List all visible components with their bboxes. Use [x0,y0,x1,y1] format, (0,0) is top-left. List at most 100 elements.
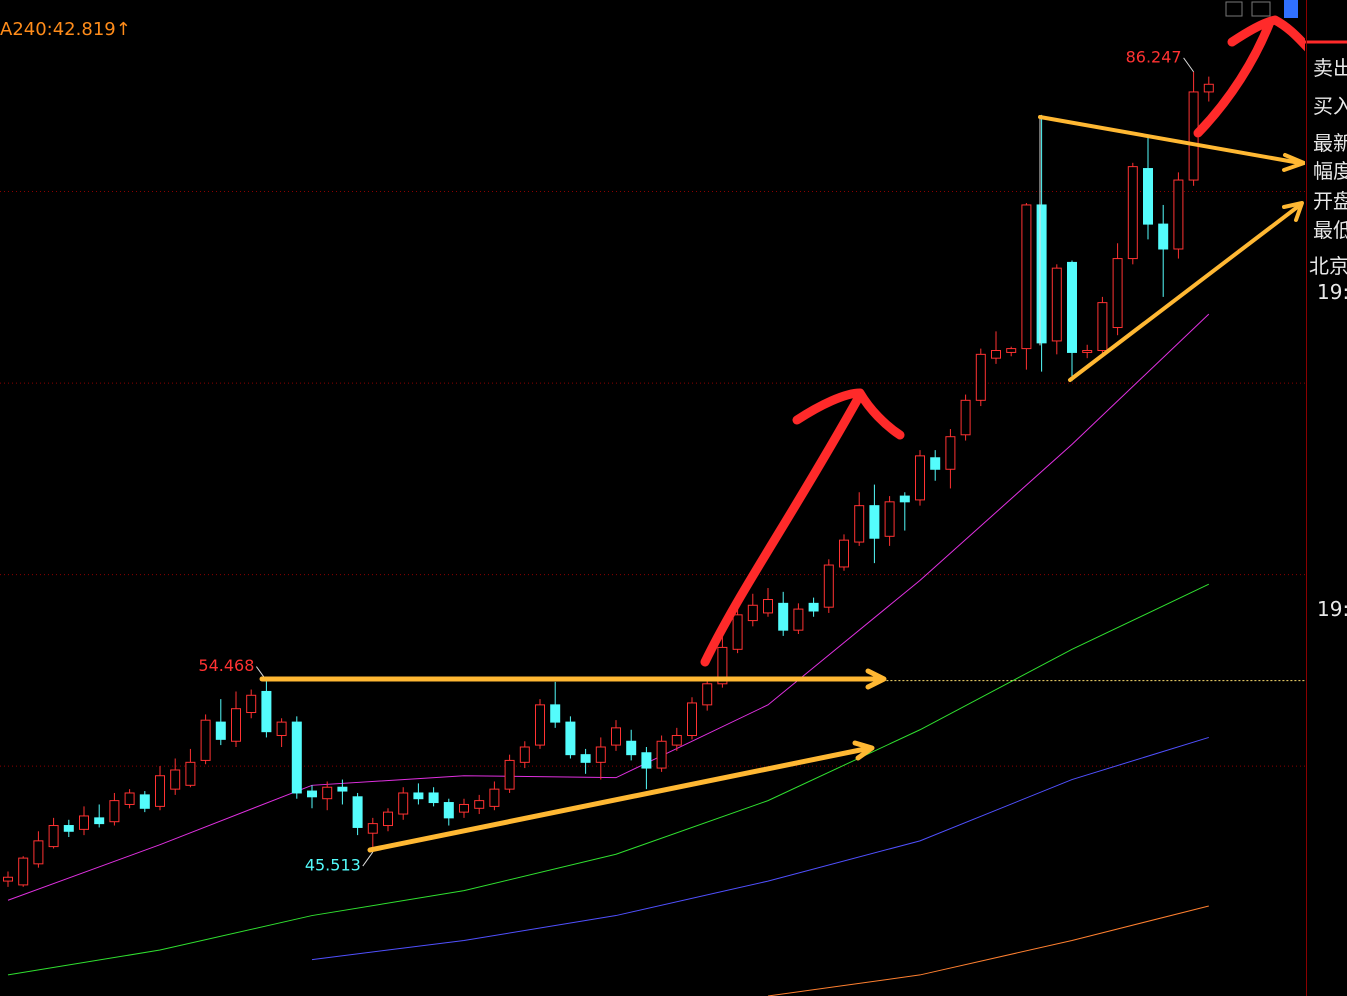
candle-body [1173,179,1184,250]
panel-label: 卖出 [1313,56,1347,80]
candle-body [702,683,713,706]
edit-icon[interactable] [1225,1,1243,17]
candle-body [626,740,637,756]
candle-body [337,786,348,792]
candle-body [823,564,834,608]
yellow-arrow [1068,203,1302,382]
quote-panel: 卖出买入最新幅度开盘最低北京19:19: [1306,0,1347,996]
arrow-head [1282,201,1304,222]
candle-body [975,353,986,401]
candle-body [747,604,758,622]
candle-body [717,646,728,685]
candle-body [899,495,910,503]
candle-body [185,761,196,786]
candle-body [428,792,439,804]
candle-body [367,823,378,834]
candle-body [231,708,241,742]
yellow-arrow [367,745,873,853]
candle-body [869,505,880,539]
chart: A240:42.819↑ 86.247 54.468 45.513 [0,0,1313,996]
candle-body [991,350,1001,359]
candle-body [960,399,971,436]
panel-icon[interactable] [1284,0,1298,18]
candle-body [1097,302,1108,352]
candle-body [124,792,135,805]
candle-body [94,817,105,825]
candle-body [459,803,469,813]
candle-body [1006,348,1017,353]
candle-body [246,694,257,714]
candle-body [443,802,454,819]
candle-body [322,786,333,800]
candle-body [109,800,120,823]
candle-body [793,608,804,631]
candle-body [200,719,211,761]
candle-body [580,754,591,763]
ma-line [311,736,1209,961]
candle-body [808,602,819,612]
candle-body [170,769,181,790]
panel-label: 开盘 [1313,189,1347,213]
ma-line [7,313,1210,901]
candle-body [611,727,621,746]
arrow-head [852,740,875,761]
candle-body [915,455,925,501]
candle-body [550,704,561,723]
candle-body [474,800,485,809]
candle-body [687,702,697,737]
arrow-head [865,668,887,690]
candle-body [641,752,652,769]
candle-body [854,505,865,543]
candle-body [1082,350,1093,353]
candle-body [261,690,272,733]
marker [1305,40,1347,44]
candle-body [276,721,287,737]
candle-body [413,792,424,800]
candle-body [291,721,302,794]
candle-body [63,825,74,832]
extreme-label: 54.468 [198,656,254,675]
panel-label: 买入 [1313,94,1347,118]
candle-body [945,436,956,470]
candle-body [732,614,743,650]
grid-icon[interactable] [1251,1,1271,17]
candle-body [383,811,393,827]
panel-label: 19: [1317,280,1347,304]
red-arrow-head [1227,15,1313,53]
plot-area: 86.247 54.468 45.513 [0,47,1305,996]
candle-body [535,704,545,746]
candle-body [48,825,59,848]
candle-body [884,501,895,537]
candle-body [1051,267,1062,342]
candle-body [3,876,13,882]
candle-body [763,599,773,614]
candle-body [656,740,667,769]
extreme-label: 86.247 [1126,47,1182,66]
candle-body [489,788,500,807]
panel-label: 最新 [1313,131,1347,155]
candle-body [504,759,515,790]
ma-line [767,905,1209,996]
candle-body [1036,204,1047,344]
candle-body [307,790,317,798]
extreme-label: 45.513 [305,856,361,875]
candle-body [352,796,363,828]
candle-body [1143,168,1153,225]
candle-body [398,792,409,815]
candle-body [215,721,226,740]
toolbar [1225,0,1298,18]
extreme-pointer [1183,57,1195,73]
candle-body [1203,83,1214,93]
candle-body [33,840,44,865]
drawings [259,15,1313,853]
yellow-arrow [1038,115,1302,165]
panel-label: 幅度 [1313,159,1347,183]
panel-label: 北京 [1309,254,1347,278]
panel-label: 19: [1317,597,1347,621]
chart-title: A240:42.819↑ [0,19,131,40]
candle-body [139,794,150,809]
candle-body [1021,204,1032,350]
panel-label: 最低 [1313,218,1347,242]
candle-body [519,746,530,763]
